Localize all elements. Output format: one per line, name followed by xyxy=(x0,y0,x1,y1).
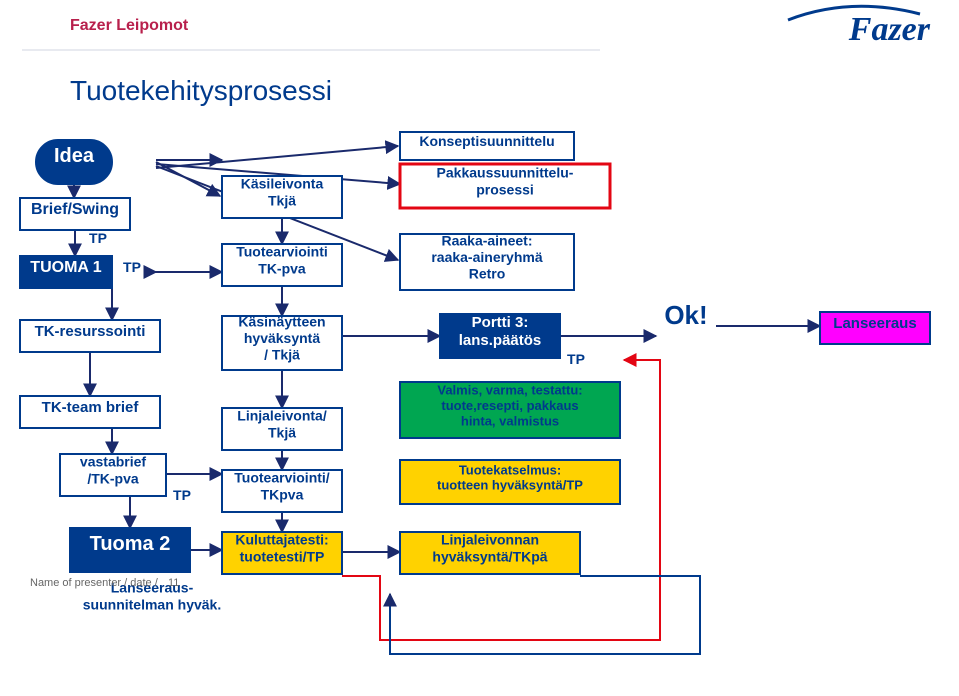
svg-text:lans.päätös: lans.päätös xyxy=(459,332,542,349)
svg-text:TK-resurssointi: TK-resurssointi xyxy=(35,323,146,340)
svg-text:TP: TP xyxy=(173,487,191,503)
svg-text:TP: TP xyxy=(567,351,585,367)
svg-text:Retro: Retro xyxy=(469,266,506,282)
svg-text:hinta, valmistus: hinta, valmistus xyxy=(461,413,559,428)
svg-text:Linjaleivonta/: Linjaleivonta/ xyxy=(237,408,327,424)
diagram-canvas: Fazer Leipomot Fazer Tuotekehitysprosessi I… xyxy=(0,0,959,696)
svg-text:tuotteen hyväksyntä/TP: tuotteen hyväksyntä/TP xyxy=(437,478,583,493)
svg-text:Portti 3:: Portti 3: xyxy=(472,314,529,331)
svg-text:Valmis, varma, testattu:: Valmis, varma, testattu: xyxy=(437,383,582,398)
svg-text:Brief/Swing: Brief/Swing xyxy=(31,201,119,218)
svg-text:Tkjä: Tkjä xyxy=(268,424,296,440)
svg-text:prosessi: prosessi xyxy=(476,181,534,197)
svg-text:Konseptisuunnittelu: Konseptisuunnittelu xyxy=(419,133,554,149)
svg-text:Tuoma 2: Tuoma 2 xyxy=(90,533,171,555)
svg-text:/TK-pva: /TK-pva xyxy=(87,470,139,486)
svg-text:TP: TP xyxy=(89,230,107,246)
svg-text:hyväksyntä/TKpä: hyväksyntä/TKpä xyxy=(432,548,547,564)
svg-text:Tkjä: Tkjä xyxy=(268,192,296,208)
svg-text:Käsileivonta: Käsileivonta xyxy=(241,176,324,192)
svg-text:suunnitelman hyväk.: suunnitelman hyväk. xyxy=(83,596,221,612)
svg-text:Name of presenter / date /: Name of presenter / date / xyxy=(30,577,159,589)
svg-text:vastabrief: vastabrief xyxy=(80,454,146,470)
svg-text:TK-team brief: TK-team brief xyxy=(42,399,140,416)
svg-text:tuotetesti/TP: tuotetesti/TP xyxy=(240,548,325,564)
svg-text:Raaka-aineet:: Raaka-aineet: xyxy=(441,232,532,248)
svg-text:TKpva: TKpva xyxy=(261,486,304,502)
svg-text:Ok!: Ok! xyxy=(664,300,707,330)
svg-text:Lanseeraus: Lanseeraus xyxy=(833,315,916,332)
svg-text:TP: TP xyxy=(123,259,141,275)
svg-text:TUOMA 1: TUOMA 1 xyxy=(30,259,102,276)
fazer-logo: Fazer xyxy=(788,6,931,48)
svg-text:Kuluttajatesti:: Kuluttajatesti: xyxy=(235,532,328,548)
svg-text:Tuotekehitysprosessi: Tuotekehitysprosessi xyxy=(70,75,332,106)
svg-text:Käsinäytteen: Käsinäytteen xyxy=(238,313,325,329)
svg-text:TK-pva: TK-pva xyxy=(258,260,306,276)
svg-text:Pakkaussuunnittelu-: Pakkaussuunnittelu- xyxy=(437,165,574,181)
svg-text:/ Tkjä: / Tkjä xyxy=(264,347,300,363)
svg-text:Fazer: Fazer xyxy=(848,11,931,48)
svg-text:Idea: Idea xyxy=(54,145,95,167)
svg-text:11: 11 xyxy=(168,577,179,589)
svg-text:Tuotekatselmus:: Tuotekatselmus: xyxy=(459,462,561,477)
svg-text:Fazer Leipomot: Fazer Leipomot xyxy=(70,17,189,34)
svg-text:tuote,resepti, pakkaus: tuote,resepti, pakkaus xyxy=(441,398,578,413)
svg-text:Linjaleivonnan: Linjaleivonnan xyxy=(441,532,539,548)
svg-text:Tuotearviointi/: Tuotearviointi/ xyxy=(234,470,330,486)
svg-text:raaka-aineryhmä: raaka-aineryhmä xyxy=(431,249,543,265)
svg-text:Tuotearviointi: Tuotearviointi xyxy=(236,244,328,260)
svg-text:hyväksyntä: hyväksyntä xyxy=(244,330,320,346)
